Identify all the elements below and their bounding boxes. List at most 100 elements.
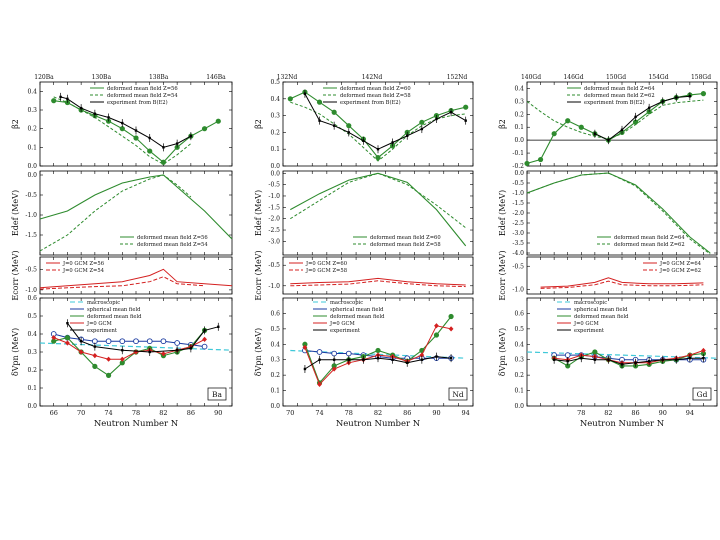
series-line-ccmdash <box>540 280 704 289</box>
series-line-dmf <box>526 172 711 254</box>
nucleus-tag-box <box>448 387 468 401</box>
data-point <box>201 343 208 350</box>
y-tick-label: 0.2 <box>270 372 280 379</box>
panel-frame <box>282 256 474 295</box>
x-tick-label: 70 <box>286 409 294 417</box>
data-point <box>592 349 598 355</box>
isotope-label: 146Ba <box>206 74 226 81</box>
y-tick-label: -2.5 <box>268 227 280 234</box>
legend-label: macroscopic <box>330 300 363 306</box>
y-tick-label: 0.3 <box>270 357 280 364</box>
y-tick-label: 0.2 <box>270 129 280 136</box>
y-tick-label: 0.0 <box>514 170 524 177</box>
isotope-label: 152Nd <box>447 74 468 81</box>
panel-nd-ecorr <box>282 256 474 295</box>
x-tick-label: 86 <box>403 409 411 417</box>
data-point <box>406 361 409 364</box>
y-tick-label: -1.0 <box>268 283 280 290</box>
data-point <box>347 358 350 361</box>
data-point <box>464 119 467 122</box>
panel-gd-edef <box>526 170 718 256</box>
panel-ba-edef <box>39 170 233 256</box>
data-point <box>688 95 692 98</box>
x-tick-label: 82 <box>374 409 382 417</box>
y-tick-label: 0.0 <box>270 163 280 170</box>
panel-nd-edef <box>282 170 474 256</box>
legend-label: deformed mean field <box>330 314 385 320</box>
data-point <box>634 361 637 364</box>
legend-label: experiment <box>330 328 361 334</box>
data-point <box>435 355 438 358</box>
legend-label: deformed mean field <box>574 314 629 320</box>
data-point <box>391 141 394 144</box>
series-line-ccmdash <box>290 280 466 288</box>
data-point <box>119 356 125 362</box>
panel-gd-ecorr <box>526 256 718 295</box>
series-line-ccmdash <box>39 276 205 290</box>
data-point <box>448 313 454 320</box>
data-point <box>701 347 706 354</box>
data-point <box>702 356 705 360</box>
y-tick-label: 0.0 <box>270 170 280 177</box>
data-point <box>316 349 323 355</box>
data-point <box>331 366 337 372</box>
data-point <box>65 340 70 346</box>
panel-nd-beta2 <box>282 81 474 167</box>
y-tick-label: -0.5 <box>512 263 524 270</box>
y-axis-label: Ecorr (MeV) <box>254 250 263 300</box>
legend-label: J=0 GCM Z=60 <box>305 261 347 267</box>
series-line-ccm <box>39 268 233 289</box>
y-axis-label: β2 <box>11 119 20 129</box>
y-tick-label: 0.1 <box>270 146 280 153</box>
data-point <box>201 126 208 132</box>
y-tick-label: 0.5 <box>514 326 524 333</box>
nucleus-tag: Ba <box>212 390 223 399</box>
legend-label: deformed mean field Z=60 <box>340 86 411 92</box>
data-point <box>64 335 71 341</box>
data-point <box>331 363 337 369</box>
y-tick-label: -3.0 <box>268 238 280 245</box>
data-point <box>148 136 151 140</box>
data-point <box>119 360 125 366</box>
y-tick-label: 0.1 <box>514 124 524 131</box>
data-point <box>376 148 380 151</box>
y-tick-label: -0.5 <box>25 266 37 273</box>
data-point <box>148 350 151 354</box>
y-tick-label: -3.5 <box>512 240 524 247</box>
legend-label: deformed mean field Z=64 <box>584 86 655 92</box>
data-point <box>688 356 692 360</box>
data-point <box>303 367 307 371</box>
x-tick-label: 78 <box>132 409 140 417</box>
y-tick-label: 0.2 <box>514 111 524 118</box>
isotope-label: 146Gd <box>563 74 583 81</box>
panel-frame <box>282 170 474 256</box>
y-tick-label: -0.5 <box>25 192 37 199</box>
data-point <box>362 139 365 142</box>
data-point <box>51 335 57 341</box>
isotope-label: 132Nd <box>277 74 298 81</box>
data-point <box>105 372 112 378</box>
data-point <box>215 118 221 124</box>
isotope-label: 130Ba <box>92 74 112 81</box>
data-point <box>607 138 610 142</box>
data-point <box>675 358 678 361</box>
x-tick-label: 86 <box>187 409 195 417</box>
y-tick-label: 0.6 <box>27 295 37 302</box>
series-line-exp <box>554 357 704 365</box>
data-point <box>331 350 338 357</box>
data-point <box>620 363 624 366</box>
y-tick-label: -0.5 <box>268 262 280 269</box>
data-point <box>302 341 308 347</box>
y-tick-label: 0.0 <box>27 172 37 179</box>
legend-label: experiment from B(E2) <box>584 99 645 106</box>
isotope-label: 154Gd <box>648 74 668 81</box>
data-point <box>202 336 207 342</box>
legend-label: deformed mean field Z=54 <box>107 93 178 99</box>
data-point <box>119 338 126 345</box>
legend-label: deformed mean field Z=64 <box>614 235 685 241</box>
y-tick-label: 0.3 <box>514 357 524 364</box>
data-point <box>66 97 69 100</box>
isotope-label: 140Gd <box>521 74 541 81</box>
data-point <box>565 363 571 369</box>
y-tick-label: -1.0 <box>25 212 37 219</box>
